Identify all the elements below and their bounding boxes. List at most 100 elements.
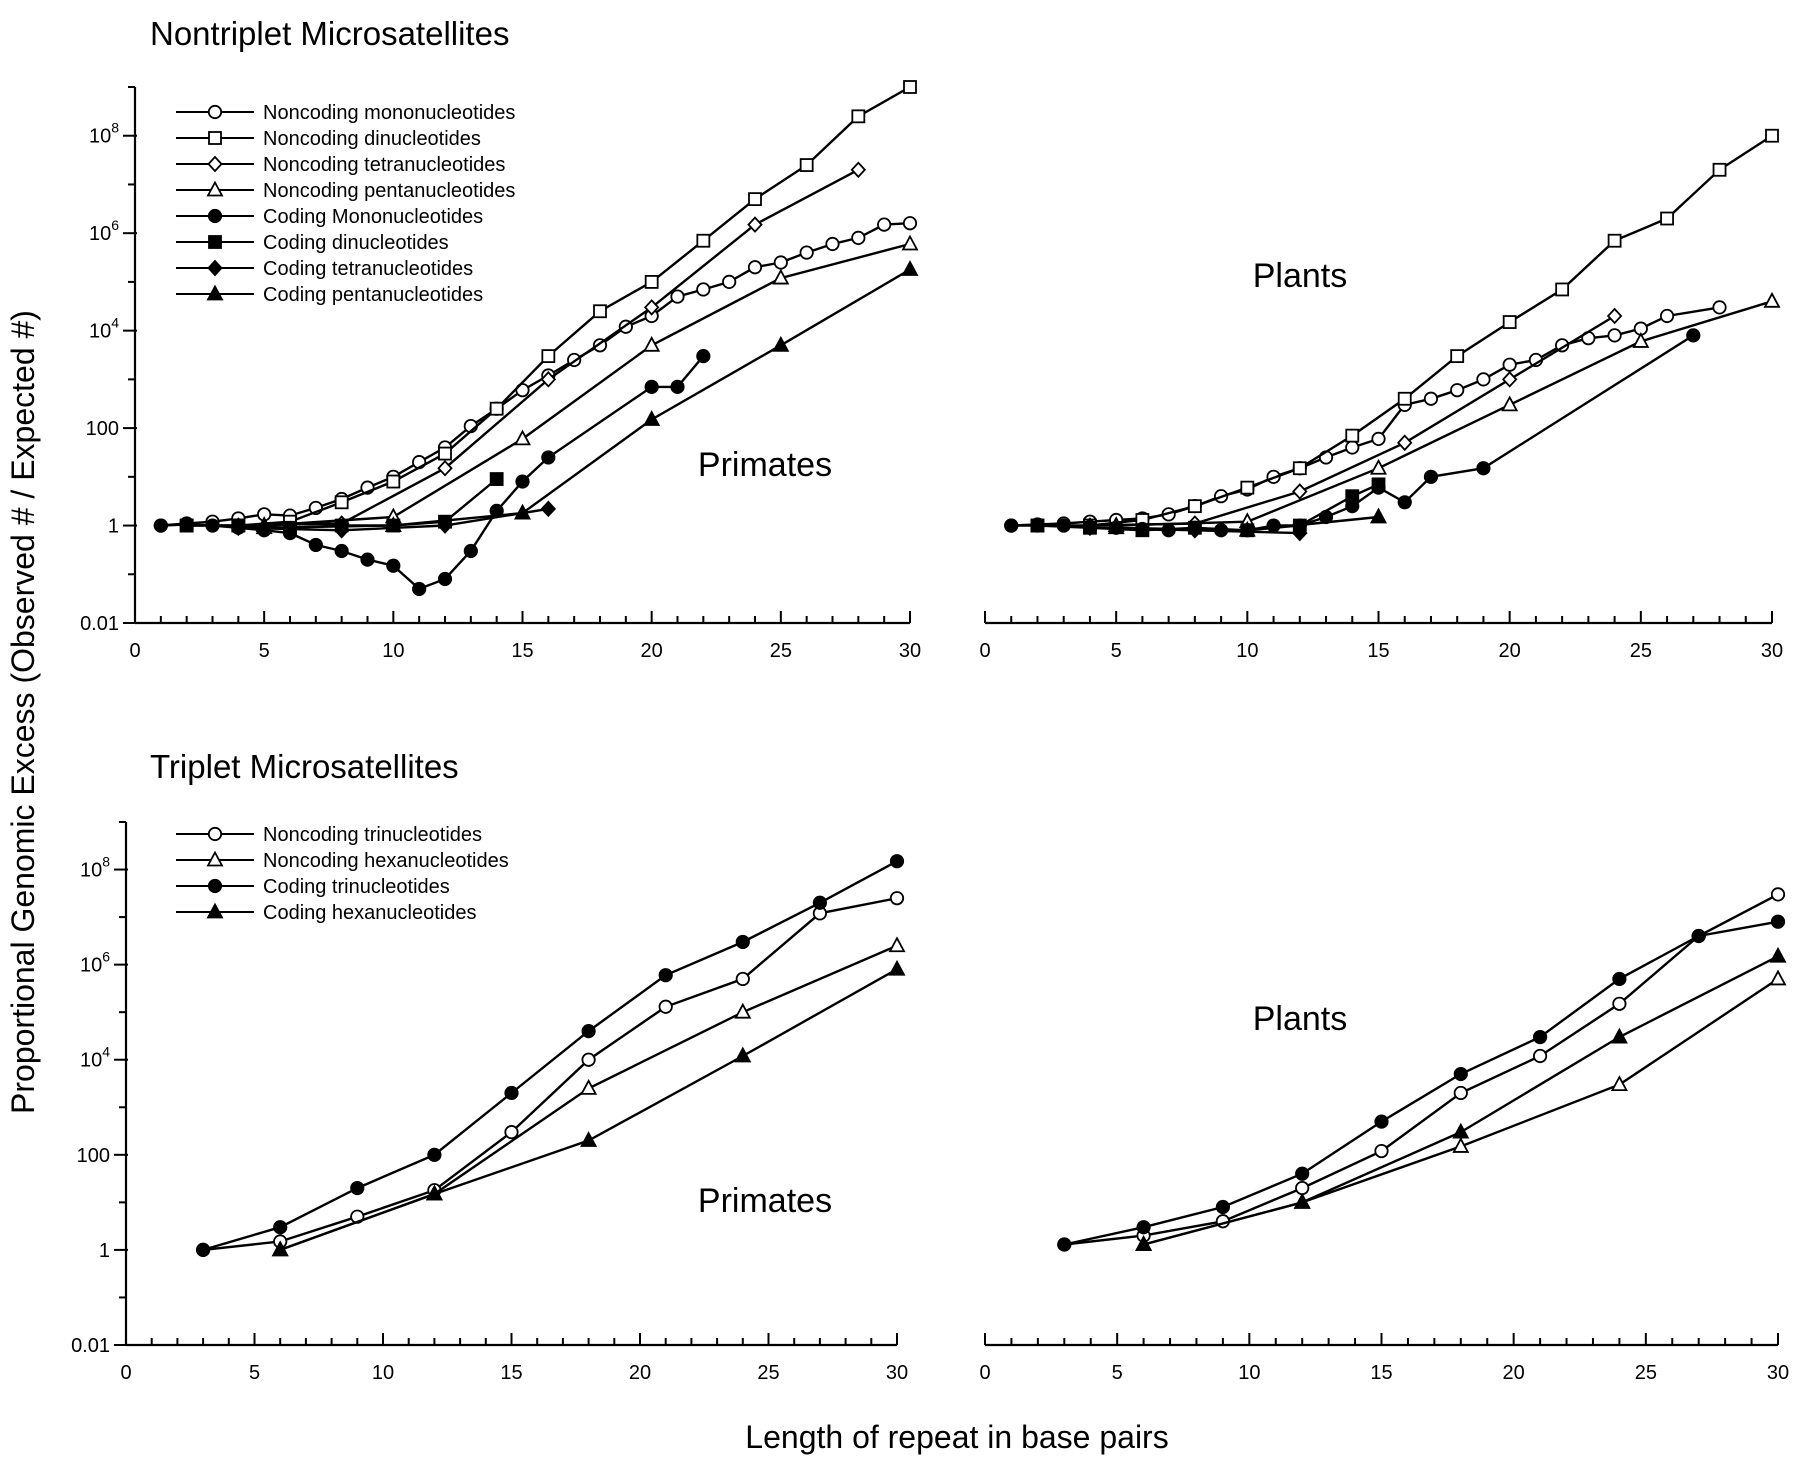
x-axis-label: Length of repeat in base pairs [745, 1419, 1168, 1455]
x-tick-label: 5 [1111, 640, 1122, 662]
data-point [670, 379, 685, 395]
legend: Noncoding trinucleotides Noncoding hexanu… [176, 824, 509, 924]
data-point [1502, 315, 1517, 329]
data-point [658, 999, 673, 1014]
data-point [540, 371, 557, 388]
x-tick-label: 15 [511, 640, 533, 662]
data-point [1135, 1235, 1153, 1251]
data-point [580, 1078, 598, 1095]
data-point [1607, 328, 1622, 343]
data-point [696, 282, 711, 297]
legend-entry: Coding Mononucleotides [263, 206, 483, 228]
data-point [1371, 431, 1386, 447]
data-point [1450, 349, 1465, 364]
data-point [1082, 519, 1098, 537]
series-coding-hexanucleotides [1135, 946, 1787, 1251]
data-point [1397, 495, 1412, 510]
x-tick-label: 0 [979, 640, 990, 662]
series-noncoding-dinucleotides [1030, 128, 1779, 533]
data-point [1371, 477, 1386, 492]
data-point [1660, 211, 1674, 226]
data-point [1769, 946, 1787, 963]
series-coding-hexanucleotides [271, 959, 906, 1257]
data-point [1136, 1220, 1151, 1235]
y-axis-label: Proportional Genomic Excess (Observed # … [5, 310, 41, 1114]
data-point [643, 410, 661, 426]
data-point [889, 891, 905, 906]
panel-1: 0 5 10 15 20 25 30 0.01 1 100 104 106 108 Nontriplet … [80, 15, 921, 662]
data-point [1712, 300, 1727, 315]
legend-entry: Noncoding mononucleotides [263, 102, 515, 124]
data-point [1397, 391, 1412, 406]
y-tick-label: 100 [77, 1145, 110, 1167]
data-point [513, 429, 532, 446]
x-tick-label: 15 [500, 1362, 522, 1384]
x-tick-label: 30 [1761, 640, 1783, 662]
data-point [386, 558, 401, 573]
series-line [264, 268, 911, 529]
data-point [1691, 928, 1706, 944]
data-point [1501, 371, 1518, 388]
series-coding-pentanucleotides [1107, 507, 1388, 537]
data-point [1607, 233, 1622, 248]
data-point [438, 446, 452, 461]
series-coding-trinucleotides [1057, 914, 1786, 1252]
x-tick-label: 5 [249, 1362, 260, 1384]
series-noncoding-pentanucleotides [1107, 291, 1781, 532]
data-point [901, 260, 919, 276]
data-point [1502, 357, 1517, 372]
data-point [271, 1240, 289, 1257]
data-point [230, 519, 247, 537]
legend-entry: Noncoding tetranucleotides [263, 154, 505, 176]
data-point [773, 255, 788, 270]
data-point [851, 109, 866, 124]
data-point [504, 1085, 519, 1101]
data-point [1374, 1114, 1389, 1129]
data-point [1345, 428, 1360, 443]
data-point [515, 474, 530, 489]
data-point [735, 971, 750, 987]
x-tick-label: 20 [1499, 640, 1521, 662]
data-point [643, 299, 660, 316]
data-point [308, 537, 323, 553]
data-point [1612, 971, 1627, 987]
x-tick-label: 5 [259, 640, 270, 662]
data-point [1453, 1066, 1468, 1082]
data-point [437, 571, 453, 587]
data-point [851, 230, 866, 246]
x-tick-label: 0 [979, 1362, 990, 1384]
data-point [273, 1220, 288, 1235]
x-tick-label: 0 [129, 640, 140, 662]
data-point [735, 934, 750, 950]
data-point [581, 1024, 596, 1039]
region-label: Plants [1253, 1000, 1348, 1038]
data-point [1187, 499, 1202, 514]
y-tick-label: 0.01 [80, 613, 119, 635]
data-point [1423, 469, 1439, 484]
series-line [1143, 977, 1779, 1246]
x-tick-label: 20 [629, 1362, 651, 1384]
legend-marker [207, 826, 223, 842]
data-point [179, 518, 194, 533]
data-point [540, 500, 557, 518]
data-point [1266, 518, 1281, 533]
data-point [581, 1052, 596, 1067]
data-point [1345, 489, 1360, 504]
legend-marker [206, 850, 224, 867]
data-point [1610, 1075, 1628, 1091]
data-point [903, 80, 917, 94]
data-point [1476, 372, 1491, 387]
x-tick-label: 10 [1238, 1362, 1260, 1384]
x-tick-label: 25 [1630, 640, 1652, 662]
data-point [1030, 518, 1045, 533]
legend: Noncoding mononucleotides Noncoding dinuc… [176, 102, 515, 306]
data-point [644, 275, 659, 289]
data-point [772, 268, 790, 285]
data-point [658, 968, 673, 983]
x-tick-label: 10 [1236, 640, 1258, 662]
data-point [722, 274, 737, 290]
data-point [489, 401, 504, 416]
data-point [696, 233, 711, 248]
y-tick-label: 108 [89, 120, 119, 148]
